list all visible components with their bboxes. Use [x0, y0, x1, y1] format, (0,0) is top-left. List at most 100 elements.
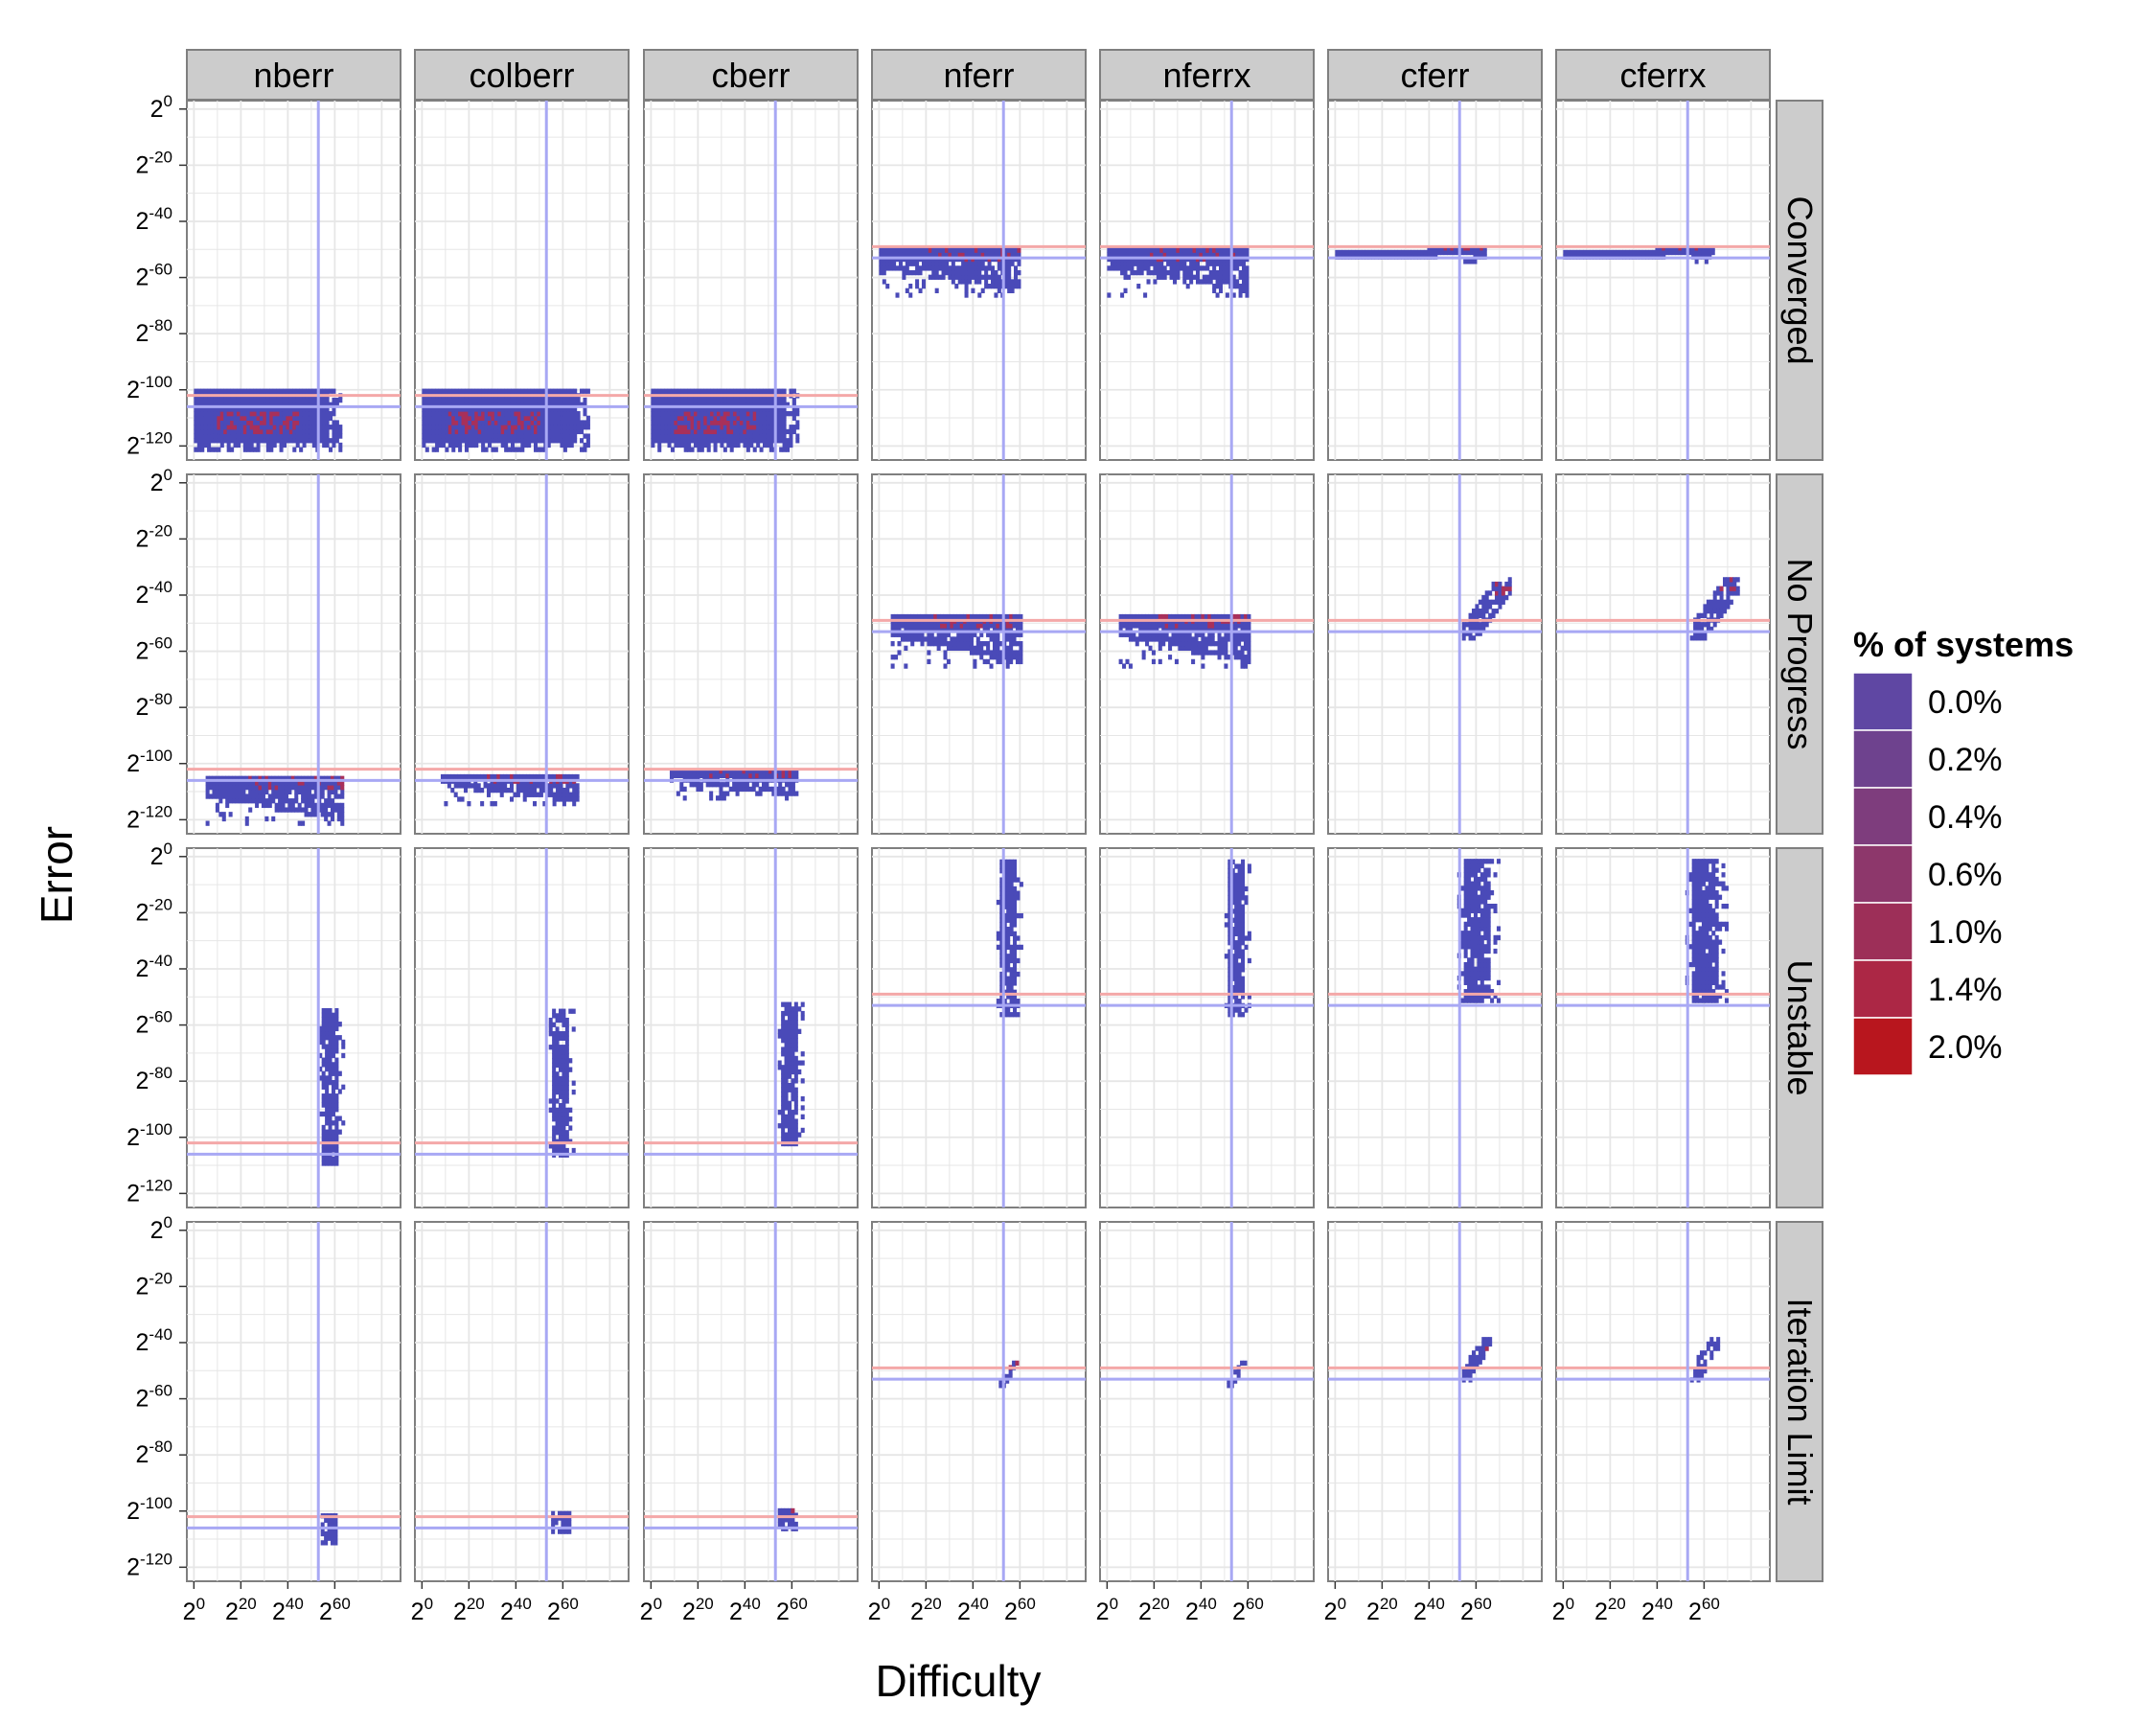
- density-cell: [253, 388, 258, 394]
- density-cell: [977, 269, 982, 276]
- density-cell: [782, 442, 787, 448]
- density-cell: [256, 411, 261, 417]
- density-cell: [1243, 663, 1249, 669]
- density-cell: [255, 798, 260, 804]
- panel-nberr-no-progress: [186, 473, 401, 835]
- density-cell: [979, 650, 984, 656]
- density-cell: [784, 1046, 789, 1052]
- density-cell: [555, 1130, 560, 1136]
- density-cell: [321, 1039, 326, 1046]
- density-cell: [552, 773, 557, 780]
- density-cell: [445, 447, 449, 452]
- density-cell: [726, 415, 731, 421]
- density-cell: [265, 411, 270, 417]
- density-cell: [781, 1082, 786, 1089]
- density-cell: [256, 442, 261, 448]
- density-cell: [207, 406, 212, 412]
- density-cell: [438, 402, 443, 407]
- density-cell: [692, 782, 698, 788]
- density-cell: [1116, 247, 1121, 253]
- density-cell: [539, 406, 544, 412]
- density-cell: [713, 438, 718, 444]
- density-cell: [705, 772, 710, 779]
- density-cell: [325, 1116, 330, 1121]
- density-cell: [279, 415, 284, 421]
- density-cell: [196, 433, 201, 439]
- density-cell: [194, 428, 198, 435]
- density-cell: [729, 397, 734, 403]
- density-cell: [745, 397, 750, 403]
- density-cell: [263, 411, 267, 417]
- density-cell: [334, 1039, 339, 1046]
- density-cell: [219, 415, 224, 421]
- density-cell: [1706, 626, 1710, 632]
- density-cell: [583, 433, 587, 439]
- density-cell: [782, 415, 787, 421]
- density-cell: [276, 425, 281, 430]
- density-cell: [330, 775, 335, 781]
- density-cell: [555, 1062, 560, 1069]
- density-cell: [904, 632, 908, 637]
- density-cell: [435, 442, 440, 448]
- density-cell: [210, 428, 215, 435]
- density-cell: [325, 1044, 330, 1049]
- density-cell: [1423, 249, 1429, 256]
- density-cell: [726, 406, 731, 412]
- density-cell: [196, 447, 201, 452]
- density-cell: [905, 252, 909, 258]
- density-cell: [674, 411, 678, 417]
- density-cell: [1481, 622, 1486, 628]
- density-cell: [667, 415, 672, 421]
- density-cell: [533, 411, 539, 417]
- density-cell: [536, 792, 540, 797]
- density-cell: [329, 425, 333, 430]
- density-cell: [713, 388, 718, 394]
- density-cell: [729, 415, 734, 421]
- density-cell: [1709, 626, 1714, 632]
- density-cell: [447, 388, 452, 394]
- density-cell: [690, 397, 695, 403]
- density-cell: [693, 406, 698, 412]
- density-cell: [527, 415, 532, 421]
- density-cell: [533, 433, 539, 439]
- density-cell: [956, 613, 961, 620]
- density-cell: [249, 402, 254, 407]
- density-cell: [954, 269, 959, 276]
- density-cell: [1696, 635, 1701, 641]
- density-cell: [762, 415, 768, 421]
- density-cell: [196, 438, 201, 444]
- density-cell: [735, 772, 740, 779]
- density-cell: [325, 1089, 330, 1094]
- density-cell: [556, 792, 561, 797]
- density-cell: [223, 425, 228, 430]
- density-cell: [562, 1058, 566, 1064]
- density-cell: [791, 411, 796, 417]
- density-cell: [895, 252, 900, 258]
- density-cell: [487, 420, 492, 426]
- density-cell: [1019, 613, 1023, 620]
- density-cell: [334, 1017, 339, 1023]
- density-cell: [213, 428, 218, 435]
- density-cell: [230, 420, 235, 426]
- density-cell: [292, 433, 297, 439]
- density-cell: [435, 428, 440, 435]
- density-cell: [327, 775, 332, 781]
- density-cell: [253, 406, 258, 412]
- density-cell: [1118, 632, 1123, 637]
- density-cell: [424, 411, 429, 417]
- density-cell: [1136, 284, 1141, 289]
- density-cell: [1348, 249, 1353, 256]
- density-cell: [920, 632, 925, 637]
- density-cell: [687, 406, 692, 412]
- density-cell: [1192, 274, 1197, 280]
- density-cell: [318, 406, 323, 412]
- density-cell: [328, 1156, 333, 1162]
- density-cell: [480, 773, 485, 780]
- density-cell: [550, 433, 555, 439]
- density-cell: [564, 1053, 569, 1059]
- density-cell: [334, 1156, 339, 1162]
- density-cell: [263, 388, 267, 394]
- density-cell: [500, 406, 505, 412]
- density-cell: [210, 433, 215, 439]
- density-cell: [276, 411, 281, 417]
